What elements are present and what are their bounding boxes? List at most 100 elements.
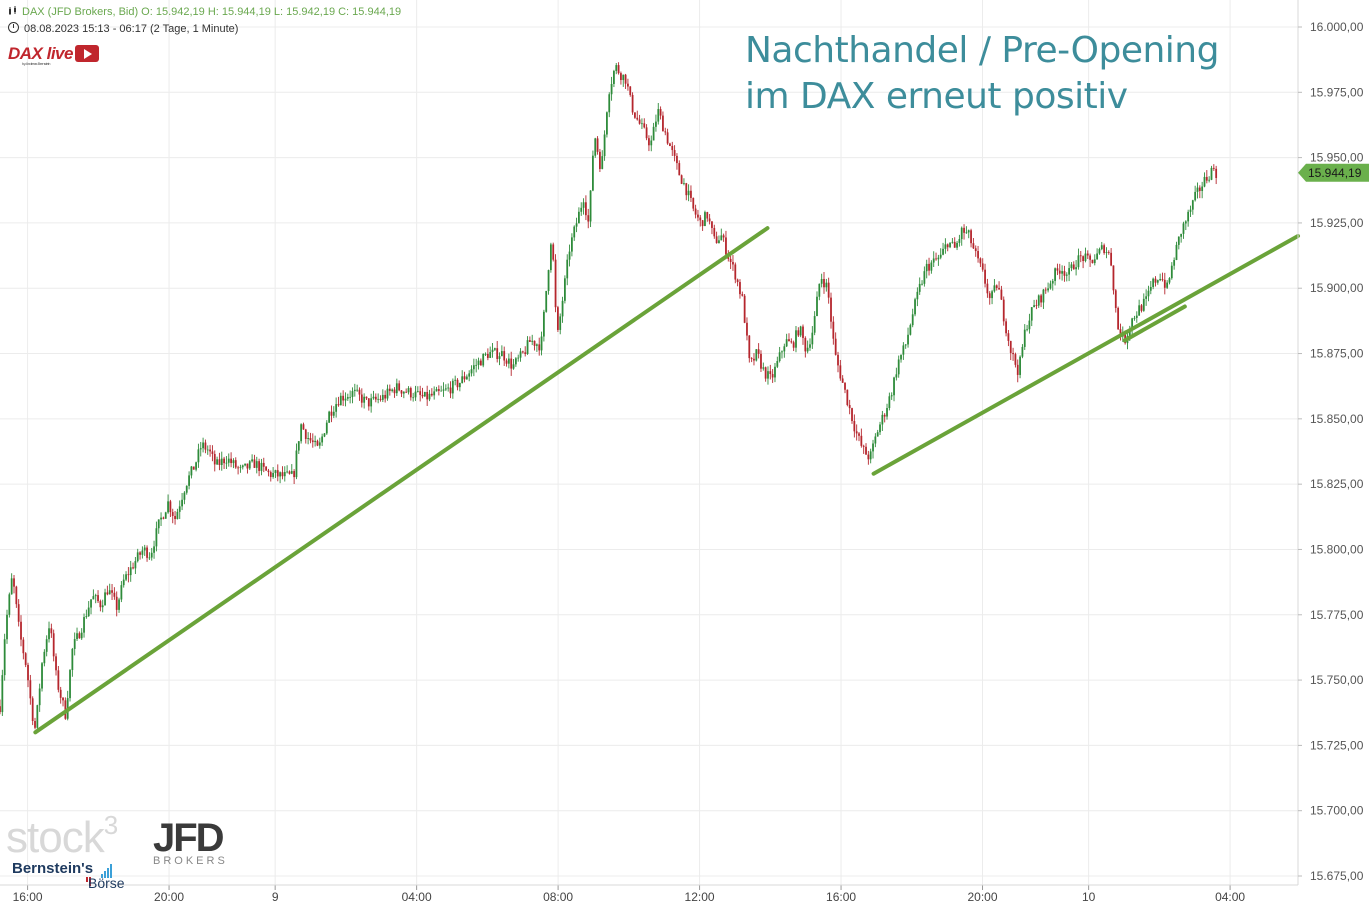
candle-body	[59, 689, 62, 698]
candle-body	[272, 472, 275, 477]
candle-body	[685, 183, 688, 196]
candle-body	[475, 364, 478, 366]
y-tick-label: 15.775,00	[1310, 608, 1364, 622]
candle-body	[599, 151, 601, 169]
candle-body	[610, 83, 613, 95]
candle-body	[269, 472, 272, 477]
candle-body	[648, 138, 650, 146]
candle-body	[939, 254, 942, 258]
daxlive-logo[interactable]: DAX live by Andreas Bernstein	[8, 44, 99, 66]
candle-body	[1173, 259, 1176, 266]
x-tick-label: 16:00	[826, 890, 856, 904]
candle-body	[335, 404, 338, 412]
candle-body	[3, 639, 6, 676]
candle-body	[437, 389, 440, 391]
candle-body	[372, 396, 375, 399]
candle-body	[1147, 290, 1150, 297]
date-range-text: 08.08.2023 15:13 - 06:17 (2 Tage, 1 Minu…	[24, 23, 239, 35]
candle-body	[669, 143, 671, 146]
candle-body	[325, 422, 328, 434]
candle-body	[311, 440, 314, 443]
candle-body	[652, 126, 655, 141]
candle-body	[589, 190, 592, 222]
candle-body	[139, 552, 141, 555]
candle-body	[171, 512, 174, 516]
candle-body	[720, 235, 723, 241]
candle-body	[853, 421, 856, 432]
candle-body	[1215, 168, 1218, 178]
candle-body	[388, 388, 391, 391]
candle-body	[190, 466, 193, 476]
candle-body	[1142, 298, 1145, 311]
candle-body	[687, 190, 690, 196]
candle-body	[423, 392, 426, 397]
y-tick-label: 15.950,00	[1310, 151, 1364, 165]
candle-body	[57, 670, 60, 690]
candle-body	[435, 389, 438, 392]
candle-body	[349, 396, 352, 398]
candle-body	[1149, 287, 1152, 291]
candle-body	[1110, 252, 1113, 266]
bernstein-logo-name: Bernstein's	[12, 860, 94, 877]
candle-body	[816, 296, 818, 317]
candle-body	[136, 552, 139, 562]
candle-body	[664, 131, 667, 133]
candle-body	[690, 190, 692, 198]
candle-body	[846, 389, 849, 405]
stock3-text: stock	[6, 813, 105, 862]
candle-body	[55, 656, 57, 671]
candle-body	[206, 449, 209, 451]
candle-body	[865, 446, 867, 455]
candle-body	[911, 314, 914, 326]
candle-body	[883, 414, 886, 417]
candle-body	[384, 394, 387, 399]
candle-body	[134, 561, 137, 569]
candle-body	[958, 239, 961, 243]
candle-body	[834, 338, 837, 355]
candle-body	[542, 311, 545, 337]
candle-body	[818, 283, 821, 297]
candle-body	[241, 465, 244, 468]
candle-body	[330, 411, 333, 416]
candle-body	[260, 462, 263, 471]
y-tick-label: 15.750,00	[1310, 673, 1364, 687]
candle-body	[930, 262, 933, 271]
candle-body	[671, 145, 674, 151]
candle-body	[736, 279, 739, 283]
candle-body	[788, 339, 790, 342]
candle-body	[1208, 179, 1211, 181]
stock3-sup: 3	[103, 810, 119, 840]
candle-body	[421, 394, 424, 397]
y-tick-label: 15.900,00	[1310, 281, 1364, 295]
candle-body	[106, 592, 109, 595]
candle-body	[1009, 340, 1012, 353]
candle-body	[458, 382, 461, 388]
candle-body	[895, 374, 898, 378]
candle-body	[750, 358, 753, 359]
candle-body	[281, 472, 284, 477]
candle-body	[192, 466, 195, 470]
candle-body	[783, 346, 786, 352]
candle-body	[468, 373, 471, 377]
candle-body	[1093, 259, 1096, 264]
candle-body	[407, 388, 410, 393]
y-tick-label: 15.725,00	[1310, 738, 1364, 752]
candle-body	[1100, 245, 1103, 250]
candle-body	[1096, 253, 1099, 260]
candle-body	[412, 397, 415, 399]
candle-body	[1019, 356, 1021, 375]
candle-body	[636, 117, 639, 120]
candle-body	[790, 341, 793, 343]
candle-body	[50, 628, 53, 634]
candle-body	[802, 326, 804, 338]
candle-body	[547, 270, 550, 291]
play-icon	[74, 45, 99, 62]
candle-body	[391, 389, 394, 391]
bar-chart-icon	[101, 860, 113, 878]
candle-body	[1044, 289, 1047, 291]
candle-body	[1033, 305, 1035, 308]
candle-body	[893, 377, 895, 396]
candle-body	[813, 316, 816, 333]
candle-body	[680, 175, 683, 184]
